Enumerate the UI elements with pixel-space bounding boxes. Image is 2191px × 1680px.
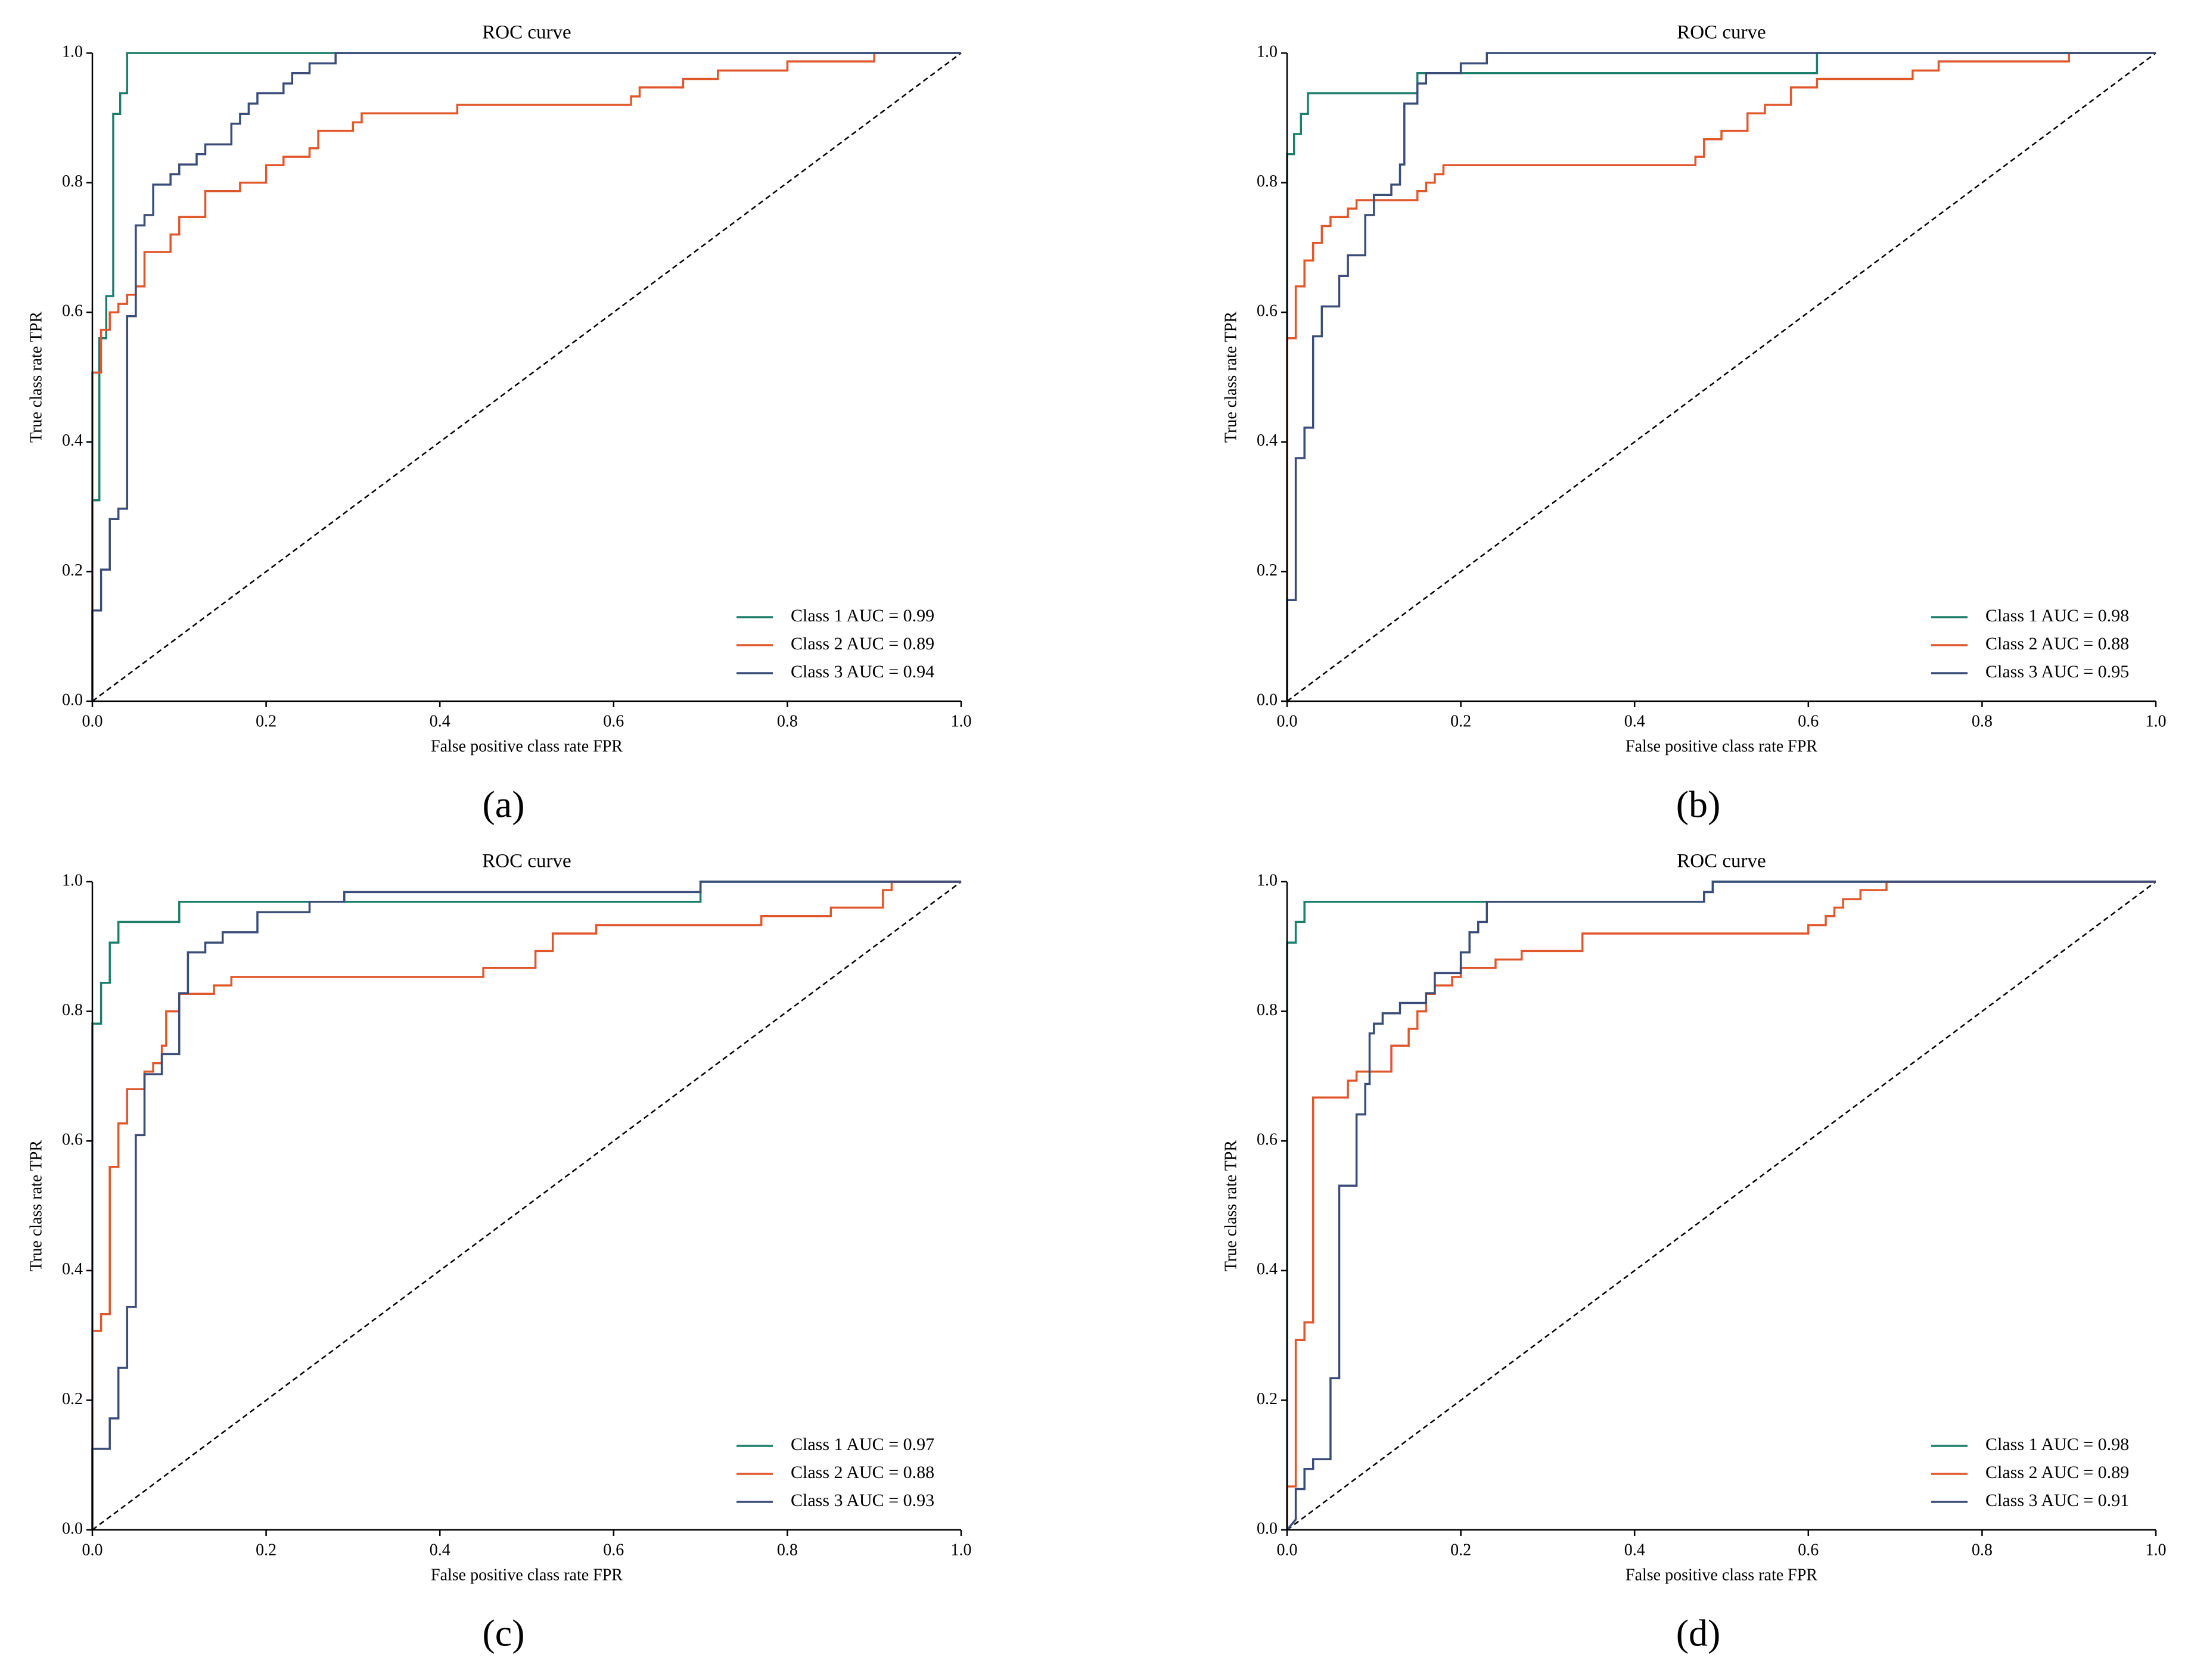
y-tick-label: 0.6 — [1257, 302, 1278, 321]
x-tick-label: 0.8 — [777, 712, 798, 730]
x-tick-label: 0.0 — [82, 712, 103, 730]
y-tick-label: 0.6 — [62, 302, 83, 321]
y-tick-label: 0.0 — [62, 1519, 83, 1538]
y-tick-label: 0.2 — [62, 1390, 83, 1408]
chance-line — [1286, 52, 2156, 702]
roc-curve — [1286, 52, 2156, 701]
x-tick-label: 0.6 — [603, 712, 624, 730]
panel-label: (a) — [482, 783, 524, 826]
roc-curve — [91, 881, 961, 1530]
roc-curve — [1286, 52, 2156, 701]
x-tick-label: 0.6 — [1798, 1541, 1819, 1559]
legend-label: Class 1 AUC = 0.99 — [791, 606, 934, 626]
y-tick-label: 0.8 — [1257, 1001, 1278, 1019]
y-tick-label: 0.0 — [1257, 690, 1278, 709]
x-axis-label: False positive class rate FPR — [1626, 1566, 1817, 1584]
x-tick-label: 1.0 — [2146, 1541, 2167, 1559]
y-tick-label: 1.0 — [1257, 42, 1278, 61]
legend-label: Class 2 AUC = 0.89 — [1985, 1463, 2129, 1482]
chart-title: ROC curve — [482, 851, 571, 872]
legend-label: Class 2 AUC = 0.89 — [791, 634, 934, 654]
legend-label: Class 3 AUC = 0.94 — [791, 662, 934, 682]
y-tick-label: 1.0 — [1257, 871, 1278, 889]
y-tick-label: 0.4 — [1257, 1260, 1278, 1278]
x-tick-label: 0.2 — [256, 712, 276, 730]
roc-curve — [91, 881, 961, 1530]
y-tick-label: 1.0 — [62, 871, 83, 889]
y-tick-label: 0.2 — [62, 561, 83, 580]
chart-title: ROC curve — [482, 22, 571, 43]
chance-line — [1286, 881, 2156, 1531]
legend-label: Class 3 AUC = 0.95 — [1985, 662, 2129, 682]
x-axis-label: False positive class rate FPR — [431, 1566, 623, 1584]
y-tick-label: 0.8 — [62, 172, 83, 191]
x-tick-label: 0.0 — [1277, 712, 1298, 730]
x-tick-label: 1.0 — [951, 1541, 972, 1559]
x-tick-label: 0.2 — [256, 1541, 276, 1559]
panel-label: (b) — [1676, 783, 1721, 826]
y-tick-label: 0.8 — [1257, 172, 1278, 191]
x-tick-label: 0.8 — [1972, 712, 1993, 730]
roc-curve — [91, 881, 961, 1530]
panel-label: (d) — [1676, 1612, 1721, 1654]
x-tick-label: 0.4 — [430, 1541, 450, 1559]
y-tick-label: 1.0 — [62, 42, 83, 61]
roc-curve — [1286, 881, 2156, 1531]
y-tick-label: 0.6 — [1257, 1131, 1278, 1149]
legend-label: Class 1 AUC = 0.98 — [1985, 606, 2129, 626]
x-tick-label: 0.8 — [777, 1541, 798, 1559]
y-tick-label: 0.2 — [1257, 561, 1278, 580]
roc-curve — [91, 52, 961, 701]
y-tick-label: 0.0 — [1257, 1519, 1278, 1538]
x-tick-label: 0.6 — [1798, 712, 1819, 730]
x-tick-label: 0.4 — [1624, 712, 1645, 730]
legend-label: Class 1 AUC = 0.98 — [1985, 1435, 2129, 1454]
x-tick-label: 0.2 — [1450, 1541, 1471, 1559]
roc-curve — [1286, 52, 2156, 701]
y-axis-label: True class rate TPR — [1222, 312, 1240, 443]
y-tick-label: 0.4 — [62, 1260, 83, 1278]
x-axis-label: False positive class rate FPR — [1626, 737, 1817, 755]
panel-label: (c) — [482, 1612, 524, 1654]
y-axis-label: True class rate TPR — [1222, 1140, 1240, 1271]
x-tick-label: 1.0 — [2146, 712, 2167, 730]
x-tick-label: 0.6 — [603, 1541, 624, 1559]
legend-label: Class 2 AUC = 0.88 — [1985, 634, 2129, 654]
roc-curve — [91, 52, 961, 701]
legend-label: Class 3 AUC = 0.93 — [791, 1491, 934, 1510]
x-tick-label: 0.0 — [82, 1541, 103, 1559]
y-tick-label: 0.6 — [62, 1131, 83, 1149]
x-tick-label: 0.4 — [430, 712, 450, 730]
chance-line — [92, 881, 962, 1531]
y-tick-label: 0.4 — [62, 431, 83, 450]
x-tick-label: 0.8 — [1972, 1541, 1993, 1559]
legend-label: Class 3 AUC = 0.91 — [1985, 1491, 2129, 1510]
y-tick-label: 0.2 — [1257, 1390, 1278, 1408]
y-tick-label: 0.0 — [62, 690, 83, 709]
legend-label: Class 2 AUC = 0.88 — [791, 1463, 934, 1482]
y-axis-label: True class rate TPR — [27, 312, 45, 443]
roc-curve — [91, 52, 961, 701]
y-axis-label: True class rate TPR — [27, 1140, 45, 1271]
chart-title: ROC curve — [1677, 851, 1766, 872]
x-tick-label: 0.4 — [1624, 1541, 1645, 1559]
chart-title: ROC curve — [1677, 22, 1766, 43]
roc-curve — [1286, 881, 2156, 1530]
x-axis-label: False positive class rate FPR — [431, 737, 623, 755]
x-tick-label: 1.0 — [951, 712, 972, 730]
x-tick-label: 0.2 — [1450, 712, 1471, 730]
x-tick-label: 0.0 — [1277, 1541, 1298, 1559]
chance-line — [92, 52, 962, 702]
y-tick-label: 0.8 — [62, 1001, 83, 1019]
y-tick-label: 0.4 — [1257, 431, 1278, 450]
legend-label: Class 1 AUC = 0.97 — [791, 1435, 934, 1454]
